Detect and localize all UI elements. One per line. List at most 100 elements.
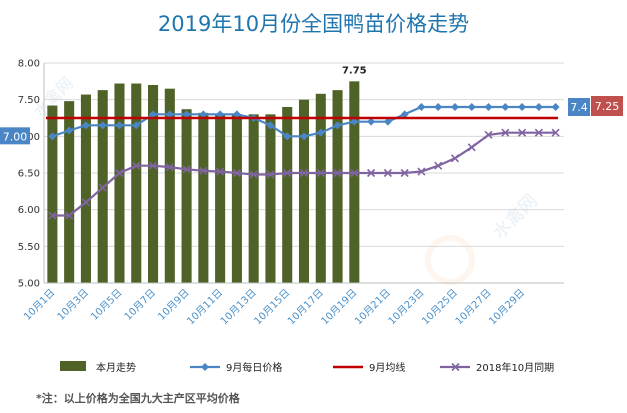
x-tick-label: 10月25日 <box>419 287 460 328</box>
left-value-badge <box>0 127 30 145</box>
y-tick-label: 6.50 <box>18 169 40 180</box>
y-tick-label: 7.50 <box>18 95 40 106</box>
line-point <box>249 170 258 179</box>
line-point <box>98 183 107 192</box>
bar <box>282 107 293 283</box>
x-tick-label: 10月11日 <box>185 287 226 328</box>
line-point <box>149 110 158 119</box>
bar <box>198 112 209 283</box>
bar <box>114 83 125 284</box>
line-point <box>367 117 376 126</box>
line-point <box>467 143 476 152</box>
line-point <box>81 121 90 130</box>
line-point <box>383 117 392 126</box>
line-point <box>484 130 493 139</box>
line-point <box>518 103 527 111</box>
line-point <box>48 211 57 220</box>
line-point <box>115 121 124 130</box>
bar <box>164 88 175 284</box>
line-point <box>65 211 74 220</box>
legend-label: 本月走势 <box>96 361 136 374</box>
y-tick-label: 8.00 <box>18 59 40 70</box>
bar <box>64 101 75 283</box>
line-point <box>283 132 292 141</box>
line-point <box>333 168 342 178</box>
line-point <box>199 110 208 119</box>
line-point <box>501 103 510 111</box>
legend-marker <box>201 363 209 371</box>
line-point <box>400 110 409 119</box>
line-point <box>350 117 359 126</box>
line-point <box>232 110 241 119</box>
footnote: *注：以上价格为全国九大主产区平均价格 <box>36 392 240 405</box>
line-point <box>316 168 325 178</box>
annotations: 7.75 7.00 7.4 7.25 <box>0 65 623 145</box>
line-point <box>400 168 409 178</box>
line-point <box>299 168 309 178</box>
line-point <box>300 132 308 141</box>
bar <box>80 94 91 284</box>
y-tick-label: 5.00 <box>18 279 40 290</box>
line-point <box>551 128 560 137</box>
legend-label: 9月均线 <box>369 361 405 374</box>
bar-series <box>47 81 360 284</box>
x-tick-label: 10月15日 <box>252 287 293 328</box>
line-point <box>316 128 325 137</box>
line-point <box>65 126 74 135</box>
line-point <box>534 128 543 137</box>
legend: 本月走势 9月每日价格 9月均线 2018年10月同期 <box>60 361 554 374</box>
bar <box>181 109 192 283</box>
line-point <box>350 168 359 178</box>
line-point <box>148 161 158 170</box>
line-point <box>517 128 527 137</box>
line-point <box>551 103 560 111</box>
chart-title: 2019年10月份全国鸭苗价格走势 <box>157 12 470 36</box>
line-point <box>48 132 57 141</box>
x-tick-label: 10月13日 <box>218 287 259 328</box>
y-tick-label: 5.50 <box>18 242 40 253</box>
line-point <box>182 165 191 174</box>
bar <box>131 83 142 284</box>
line-point <box>467 103 476 111</box>
line-point <box>434 161 443 170</box>
line-point <box>182 110 191 119</box>
line-point <box>283 168 292 178</box>
line-point <box>417 167 426 176</box>
x-tick-label: 10月27日 <box>453 287 494 328</box>
bar <box>265 114 276 283</box>
line-point <box>216 110 225 119</box>
legend-swatch <box>60 361 86 371</box>
line-point <box>199 166 208 175</box>
line-point <box>501 128 510 137</box>
line-point <box>434 103 443 111</box>
bar <box>248 114 259 283</box>
x-tick-label: 10月5日 <box>88 287 124 323</box>
x-tick-label: 10月29日 <box>487 287 528 328</box>
watermark-logo <box>425 235 475 285</box>
line-point <box>333 121 342 130</box>
y-tick-label: 6.00 <box>18 205 40 216</box>
legend-marker <box>451 362 460 372</box>
line-point <box>216 167 225 176</box>
bar <box>215 114 226 283</box>
x-tick-label: 10月17日 <box>285 287 326 328</box>
bar <box>315 93 326 283</box>
line-point <box>367 168 376 178</box>
legend-label: 2018年10月同期 <box>476 361 554 374</box>
line-point <box>98 121 107 130</box>
line-point <box>534 103 543 111</box>
bar <box>148 85 159 283</box>
line-point <box>450 103 459 111</box>
line-point <box>165 163 174 172</box>
line-point <box>484 103 493 111</box>
legend-label: 9月每日价格 <box>226 361 282 374</box>
bar <box>298 99 310 284</box>
right-blue-badge-label: 7.4 <box>570 101 588 114</box>
x-tick-label: 10月7日 <box>122 287 158 323</box>
line-point <box>81 198 91 207</box>
line-series <box>46 103 560 220</box>
bar <box>349 81 360 283</box>
x-tick-label: 10月3日 <box>55 287 91 323</box>
bar <box>231 114 242 283</box>
